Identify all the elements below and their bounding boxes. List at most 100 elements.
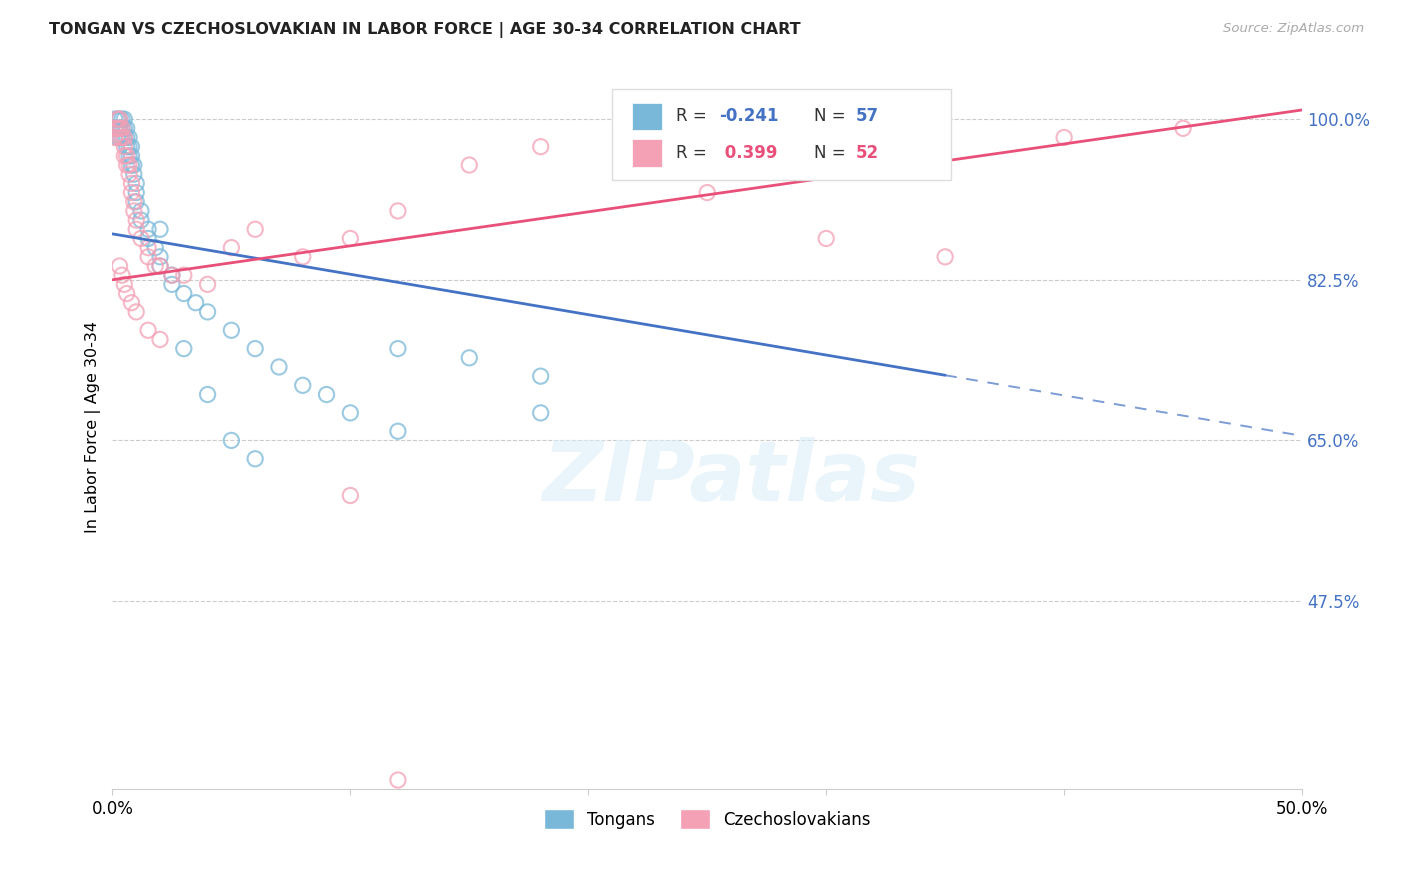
Point [197,305,219,319]
Point [112,112,135,127]
Point [136,241,159,255]
Point [173,268,195,283]
Point [267,359,290,374]
Point [160,268,183,283]
Point [291,250,314,264]
Point [173,342,195,356]
Point [136,222,159,236]
Point [118,139,141,153]
Point [291,378,314,392]
Point [105,112,128,127]
Point [122,194,145,209]
Point [115,158,138,172]
Text: -0.241: -0.241 [718,107,779,126]
Point [115,149,138,163]
Point [111,121,134,136]
Text: R =: R = [676,107,713,126]
Point [136,231,159,245]
Bar [633,139,662,167]
Point [125,186,148,200]
Point [143,259,166,273]
Point [115,130,138,145]
Point [120,295,142,310]
Point [149,259,172,273]
Point [112,277,135,292]
Point [458,158,481,172]
Point [530,369,553,384]
Text: R =: R = [676,145,713,162]
Point [160,277,183,292]
Point [104,121,127,136]
Point [111,112,134,127]
Point [122,203,145,218]
Point [111,130,134,145]
Point [118,149,141,163]
Point [160,268,183,283]
Point [339,488,361,502]
Point [120,177,142,191]
Point [122,167,145,181]
Point [105,130,128,145]
Point [243,222,266,236]
Point [120,158,142,172]
Point [118,158,141,172]
Point [1171,121,1194,136]
Point [136,250,159,264]
Point [387,342,409,356]
Point [339,406,361,420]
Point [149,250,172,264]
Point [115,121,138,136]
Point [108,121,131,136]
Point [118,167,141,181]
Point [120,186,142,200]
Point [197,387,219,401]
Point [243,342,266,356]
Text: N =: N = [814,145,851,162]
Text: 57: 57 [856,107,879,126]
Point [104,130,127,145]
Point [108,259,131,273]
Point [111,121,134,136]
Text: TONGAN VS CZECHOSLOVAKIAN IN LABOR FORCE | AGE 30-34 CORRELATION CHART: TONGAN VS CZECHOSLOVAKIAN IN LABOR FORCE… [49,22,801,38]
Point [458,351,481,365]
Point [105,121,128,136]
Point [143,241,166,255]
Point [108,112,131,127]
Point [105,112,128,127]
Legend: Tongans, Czechoslovakians: Tongans, Czechoslovakians [537,803,877,835]
Point [125,194,148,209]
Point [136,323,159,337]
Point [197,277,219,292]
Point [104,121,127,136]
Point [530,139,553,153]
Point [696,186,718,200]
Point [221,323,243,337]
Point [934,250,956,264]
Point [112,139,135,153]
Point [108,130,131,145]
Point [530,406,553,420]
Point [815,231,838,245]
Point [112,130,135,145]
Point [115,139,138,153]
Point [1053,130,1076,145]
Point [184,295,207,310]
Point [339,231,361,245]
Point [129,203,152,218]
Text: 52: 52 [856,145,879,162]
Point [387,772,409,787]
Point [125,222,148,236]
Point [115,286,138,301]
Point [120,139,142,153]
Point [112,130,135,145]
Point [112,121,135,136]
Point [104,112,127,127]
Point [125,213,148,227]
Point [105,121,128,136]
Point [149,222,172,236]
Point [125,305,148,319]
Bar [633,103,662,130]
Point [387,424,409,438]
Text: N =: N = [814,107,851,126]
Point [243,451,266,466]
